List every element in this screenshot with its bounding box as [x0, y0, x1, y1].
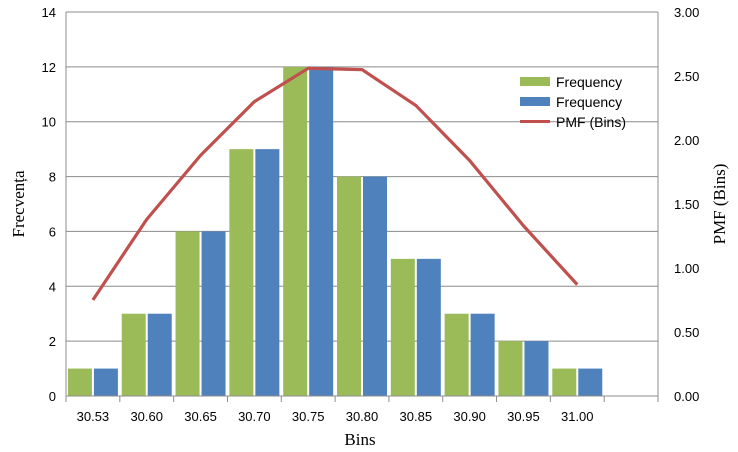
- bar: [255, 149, 280, 396]
- legend-swatch: [520, 97, 550, 106]
- bar: [578, 368, 603, 396]
- y-tick-label: 2: [49, 334, 56, 349]
- bar: [444, 313, 469, 396]
- pmf-line-group: [91, 66, 579, 301]
- x-tick-label: 30.75: [292, 409, 325, 424]
- y-tick-label: 6: [49, 224, 56, 239]
- x-tick-label: 31.00: [561, 409, 594, 424]
- y2-tick-label: 0.50: [674, 325, 699, 340]
- left-axis-ticks: 0 2 4 6 8 10 12 14: [42, 5, 56, 404]
- bar: [524, 341, 549, 396]
- y-tick-label: 8: [49, 170, 56, 185]
- legend-label: Frequency: [556, 74, 622, 90]
- x-tick-label: 30.53: [77, 409, 110, 424]
- x-tick-label: 30.65: [184, 409, 217, 424]
- x-tick-label: 30.95: [507, 409, 540, 424]
- bar: [67, 368, 92, 396]
- legend: Frequency Frequency PMF (Bins): [520, 74, 626, 130]
- bar: [147, 313, 172, 396]
- y2-tick-label: 1.00: [674, 261, 699, 276]
- x-tick-label: 30.60: [130, 409, 163, 424]
- legend-swatch: [520, 77, 550, 86]
- x-tick-label: 30.90: [453, 409, 486, 424]
- right-axis-ticks: 0.00 0.50 1.00 1.50 2.00 2.50 3.00: [674, 5, 699, 404]
- y2-axis-title: PMF (Bins): [710, 164, 729, 245]
- y-tick-label: 14: [42, 5, 56, 20]
- x-tick-label: 30.70: [238, 409, 271, 424]
- x-tick-label: 30.85: [400, 409, 433, 424]
- pmf-line: [91, 66, 579, 301]
- bar: [416, 258, 441, 396]
- bar: [470, 313, 495, 396]
- bar: [363, 176, 387, 396]
- bar: [309, 66, 334, 396]
- bar: [283, 66, 308, 396]
- y2-tick-label: 3.00: [674, 5, 699, 20]
- bar: [498, 341, 523, 396]
- legend-label: PMF (Bins): [556, 114, 626, 130]
- bar: [229, 149, 254, 396]
- y-axis-title: Frecvența: [9, 170, 28, 237]
- y2-tick-label: 1.50: [674, 197, 699, 212]
- bar: [552, 368, 577, 396]
- bars: [67, 66, 603, 396]
- bar: [390, 258, 415, 396]
- bar: [337, 176, 361, 396]
- y-tick-label: 10: [42, 115, 56, 130]
- x-tick-label: 30.80: [346, 409, 379, 424]
- y-tick-label: 0: [49, 389, 56, 404]
- y2-tick-label: 2.50: [674, 69, 699, 84]
- legend-label: Frequency: [556, 94, 622, 110]
- y-tick-label: 12: [42, 60, 56, 75]
- y-tick-label: 4: [49, 279, 56, 294]
- bar: [93, 368, 118, 396]
- y2-tick-label: 2.00: [674, 133, 699, 148]
- axes: [65, 12, 659, 402]
- bar: [121, 313, 146, 396]
- x-axis-ticks: 30.53 30.60 30.65 30.70 30.75 30.80 30.85 30.90…: [77, 409, 594, 424]
- bar: [175, 231, 200, 396]
- y2-tick-label: 0.00: [674, 389, 699, 404]
- bar: [201, 231, 226, 396]
- x-axis-title: Bins: [344, 430, 375, 449]
